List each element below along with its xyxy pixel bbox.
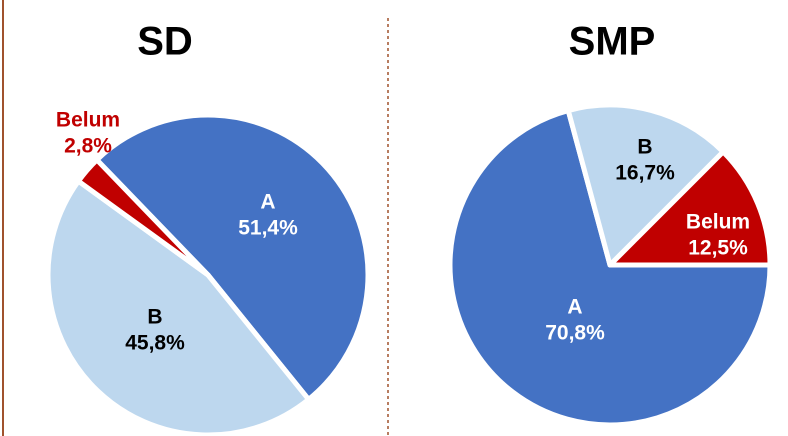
slice-value: 2,8% (64, 135, 112, 158)
slice-category: Belum (56, 109, 120, 132)
slice-value: 16,7% (615, 162, 675, 185)
slice-category: A (567, 296, 582, 319)
slice-value: 45,8% (125, 332, 185, 355)
pie-slice (45, 178, 312, 436)
pie-slice (447, 108, 773, 428)
chart-title: SD (137, 20, 193, 64)
pie-slice (94, 112, 371, 402)
slice-category: Belum (686, 211, 750, 234)
slice-category: B (147, 306, 162, 329)
slice-value: 70,8% (545, 322, 605, 345)
pie-slice (607, 149, 773, 268)
slice-value: 51,4% (238, 217, 298, 240)
pie-slice (75, 157, 211, 278)
slice-category: A (260, 191, 275, 214)
slice-category: B (637, 136, 652, 159)
chart-title: SMP (569, 20, 656, 64)
slice-value: 12,5% (688, 237, 748, 260)
pie-slice (565, 102, 726, 268)
